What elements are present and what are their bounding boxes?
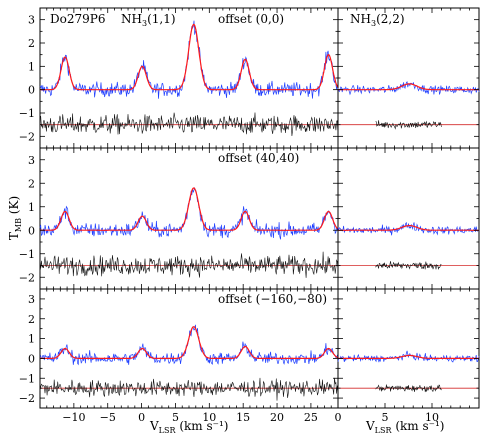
y-axis-label: TMB (K): [7, 196, 23, 240]
y-tick-label: 0: [28, 352, 35, 365]
source-label: Do279P6: [50, 12, 105, 26]
panel-left-row1: −2 −1 0 1 2 3: [19, 7, 339, 149]
y-tick-label: 3: [28, 14, 35, 27]
residual-right-row1: [375, 120, 442, 130]
y-tick-label: 3: [28, 293, 35, 306]
panel-frame: [337, 7, 480, 149]
fit-spectrum-left-row3: [40, 326, 339, 359]
residual-left-row2: [39, 251, 339, 278]
y-tick-label: −1: [19, 248, 35, 261]
y-tick-label: 2: [28, 313, 35, 326]
fit-spectrum-right-row3: [338, 354, 479, 359]
y-tick-label: 0: [28, 84, 35, 97]
observed-spectrum-left-row1: [39, 20, 339, 99]
ylabel-unit: (K): [7, 196, 21, 214]
observed-spectrum-right-row3: [337, 350, 480, 363]
offset-label-row2: offset (40,40): [218, 151, 299, 165]
panel-right-row1: [337, 7, 480, 149]
svg-text:TMB (K): TMB (K): [7, 196, 23, 240]
x-tick-label: 0: [335, 411, 342, 424]
ylabel-main: T: [7, 232, 21, 240]
y-tick-label: 0: [28, 224, 35, 237]
y-tick-label: −2: [19, 392, 35, 405]
y-tick-label: 3: [28, 154, 35, 167]
ylabel-sub: MB: [14, 218, 23, 232]
y-tick-label: 1: [28, 333, 35, 346]
panel-frame: [337, 288, 480, 409]
x-tick-label: 10: [425, 411, 439, 424]
x-tick-label: 25: [304, 411, 318, 424]
panel-left-row2: −2 −1 0 1 2 3: [19, 147, 339, 290]
fit-spectrum-left-row2: [40, 187, 339, 231]
y-tick-label: −1: [19, 107, 35, 120]
residual-right-row3: [375, 384, 442, 393]
nh3-11-header: NH3(1,1): [121, 12, 176, 28]
x-axis-label-left: VLSR (km s⁻¹): [149, 419, 228, 435]
panel-frame: [337, 147, 480, 290]
x-tick-label: 10: [202, 411, 216, 424]
residual-left-row3: [39, 377, 339, 401]
y-tick-label: −2: [19, 271, 35, 284]
offset-label-row3: offset (−160,−80): [218, 292, 327, 306]
x-tick-label: 5: [382, 411, 389, 424]
residual-right-row2: [375, 261, 442, 270]
y-tick-label: 1: [28, 201, 35, 214]
y-tick-label: −2: [19, 130, 35, 143]
y-tick-label: −1: [19, 372, 35, 385]
x-tick-label: 20: [270, 411, 284, 424]
annotations: Do279P6 NH3(1,1) NH3(2,2) offset (0,0) o…: [7, 12, 444, 435]
y-tick-label: 2: [28, 177, 35, 190]
panel-right-row2: [337, 147, 480, 290]
residual-left-row1: [39, 112, 339, 137]
fit-spectrum-left-row1: [40, 23, 339, 91]
x-tick-label: −5: [100, 411, 116, 424]
observed-spectrum-right-row2: [337, 221, 480, 236]
offset-label-row1: offset (0,0): [218, 12, 284, 26]
x-tick-label: 5: [172, 411, 179, 424]
fit-spectrum-right-row1: [338, 83, 479, 91]
x-tick-label: 0: [138, 411, 145, 424]
observed-spectrum-left-row2: [39, 187, 339, 240]
fit-spectrum-right-row2: [338, 225, 479, 231]
x-axis-label-right: VLSR (km s⁻¹): [365, 419, 444, 435]
x-tick-label: 15: [236, 411, 250, 424]
panel-frame: [39, 7, 339, 149]
y-tick-label: 2: [28, 37, 35, 50]
y-tick-label: 1: [28, 60, 35, 73]
panel-right-row3: 0 5 10: [335, 288, 480, 424]
x-tick-label: −10: [62, 411, 85, 424]
nh3-22-header: NH3(2,2): [350, 12, 405, 28]
